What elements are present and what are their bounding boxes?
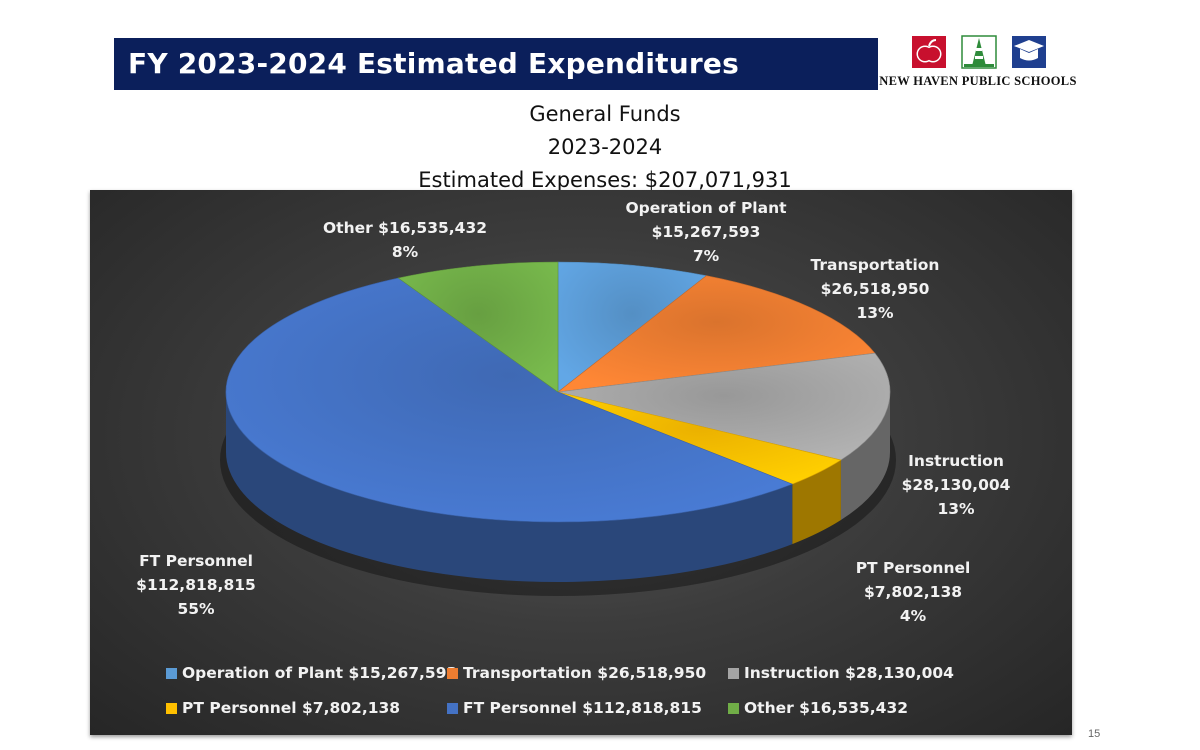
data-label-pt-personnel: PT Personnel $7,802,138 4% bbox=[855, 559, 971, 625]
pie-chart bbox=[220, 261, 896, 596]
data-label-other: Other $16,535,432 8% bbox=[322, 219, 488, 261]
graduation-cap-icon bbox=[1012, 36, 1046, 68]
pie-slice-instruction bbox=[557, 352, 891, 461]
logo-text: NEW HAVEN PUBLIC SCHOOLS bbox=[879, 74, 1077, 88]
tower-icon bbox=[961, 35, 997, 69]
pie-side-instruction bbox=[840, 392, 890, 521]
data-label-instruction: Instruction $28,130,004 13% bbox=[901, 452, 1011, 518]
chart-title-line: General Funds bbox=[529, 102, 681, 126]
pie-slice-operation-of-plant bbox=[557, 261, 708, 393]
data-label-transportation: Transportation $26,518,950 13% bbox=[810, 256, 940, 322]
chart-title: General Funds 2023-2024 Estimated Expens… bbox=[380, 98, 830, 197]
logo-icons bbox=[912, 35, 1046, 69]
slide-title: FY 2023-2024 Estimated Expenditures bbox=[114, 38, 878, 90]
chart-total-line: Estimated Expenses: $207,071,931 bbox=[418, 168, 792, 192]
page-number: 15 bbox=[1088, 728, 1101, 740]
logo: NEW HAVEN PUBLIC SCHOOLS bbox=[878, 30, 1078, 92]
chart-subtitle-line: 2023-2024 bbox=[547, 135, 663, 159]
data-label-operation-of-plant: Operation of Plant $15,267,593 7% bbox=[625, 199, 787, 265]
data-label-ft-personnel: FT Personnel $112,818,815 55% bbox=[136, 552, 256, 618]
pie-slice-other bbox=[397, 261, 559, 393]
chart-panel: Operation of Plant $15,267,593 7% Transp… bbox=[90, 190, 1072, 735]
pie-side-pt-personnel bbox=[792, 460, 841, 545]
apple-icon bbox=[912, 36, 946, 68]
pie-side-ft-personnel bbox=[226, 392, 793, 582]
pie-slice-transportation bbox=[556, 275, 876, 393]
pie-slice-ft-personnel bbox=[225, 277, 794, 523]
